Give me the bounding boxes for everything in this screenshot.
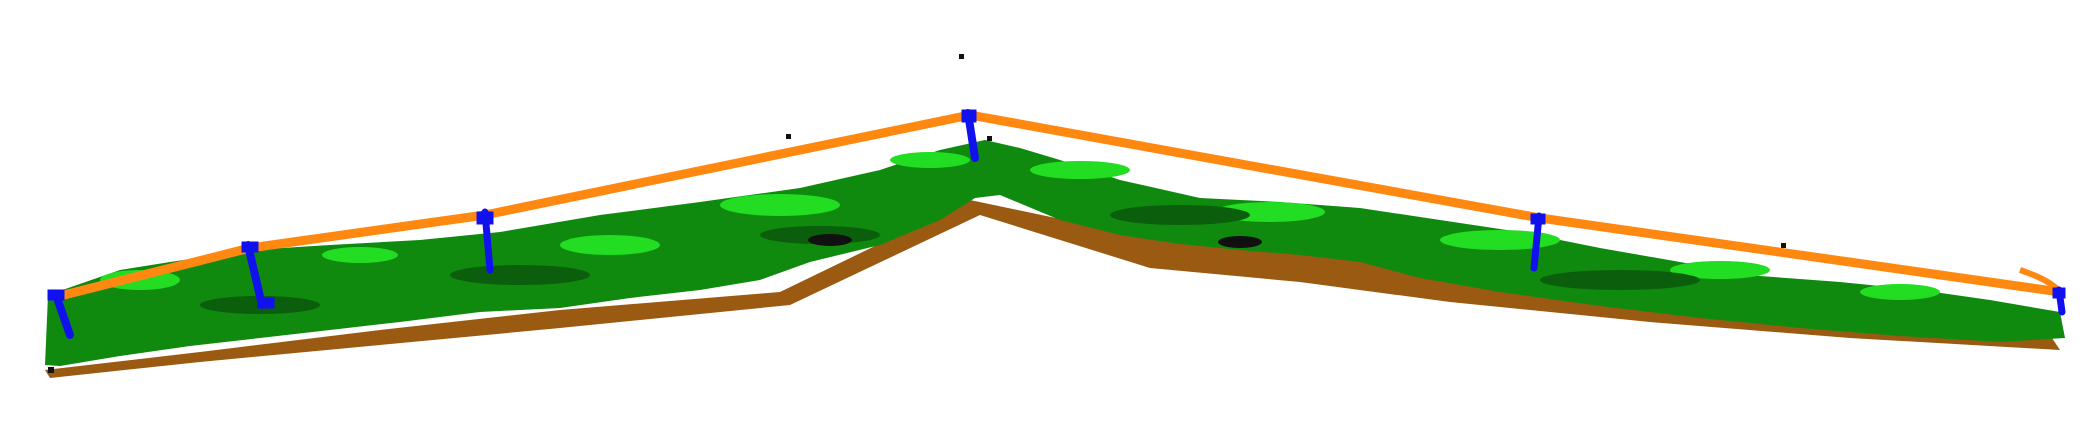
- dark-cluster: [1218, 236, 1262, 248]
- canopy-shadow: [1110, 205, 1250, 225]
- tower: [47, 289, 74, 339]
- foliage-cluster: [560, 235, 660, 255]
- towers: [47, 109, 2066, 339]
- tower: [241, 241, 275, 309]
- outlier-point: [987, 136, 992, 141]
- canopy-shadows: [200, 205, 1700, 314]
- canopy-shadow: [1540, 270, 1700, 290]
- foliage-cluster: [1670, 261, 1770, 279]
- ground-strip: [45, 200, 2060, 378]
- outlier-point: [959, 54, 964, 59]
- tower: [2052, 286, 2066, 316]
- tower: [961, 109, 979, 162]
- outlier-point: [786, 134, 791, 139]
- tower: [476, 208, 494, 274]
- foliage-cluster: [890, 152, 970, 168]
- outlier-point: [1781, 243, 1786, 248]
- foliage-cluster: [1030, 161, 1130, 179]
- tower: [1530, 212, 1546, 272]
- foliage-cluster: [1440, 230, 1560, 250]
- dark-cluster: [808, 234, 852, 246]
- vegetation-highlights: [100, 152, 1940, 300]
- outlier-point: [48, 367, 54, 373]
- canopy-shadow: [450, 265, 590, 285]
- foliage-cluster: [1860, 284, 1940, 300]
- vegetation-band: [45, 140, 2065, 366]
- power-line: [51, 110, 2065, 302]
- foliage-cluster: [720, 194, 840, 216]
- foliage-cluster: [322, 247, 398, 263]
- unclassified-points: [48, 54, 1786, 373]
